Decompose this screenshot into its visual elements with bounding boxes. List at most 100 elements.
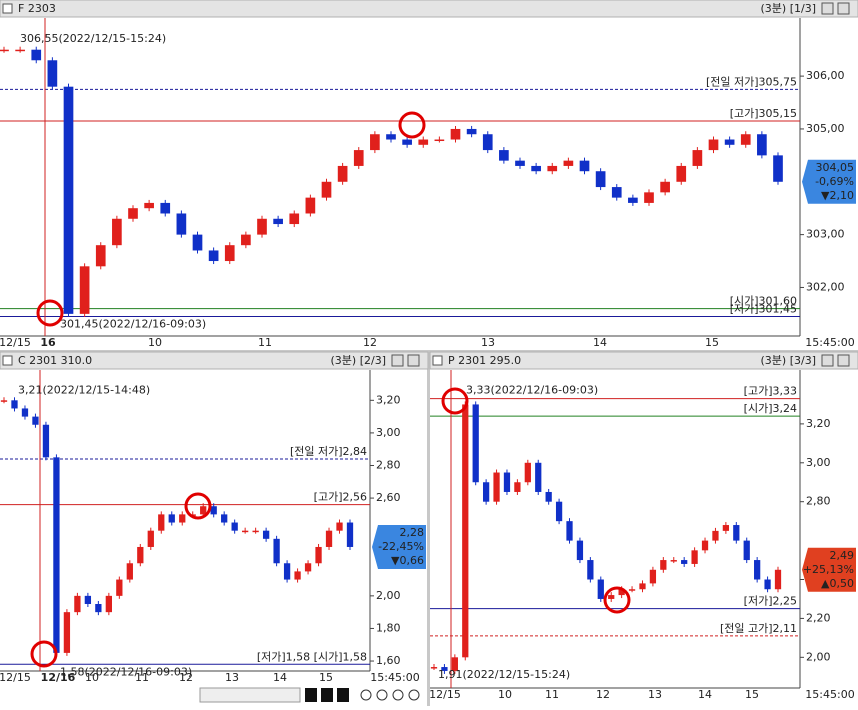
candle <box>21 408 29 417</box>
candle <box>353 150 364 166</box>
reference-label: [고가]305,15 <box>730 107 797 120</box>
zoom-reset[interactable] <box>392 689 404 701</box>
candle <box>304 563 312 572</box>
candle <box>346 522 354 547</box>
candle <box>545 491 552 502</box>
candle <box>0 400 8 402</box>
candle <box>531 165 541 172</box>
candle <box>514 482 521 492</box>
annotation: 1,58(2022/12/16-09:03) <box>60 665 192 678</box>
title-bar <box>0 0 858 18</box>
badge-text: ▼0,66 <box>391 554 424 567</box>
candle <box>370 134 380 151</box>
candle <box>597 579 604 599</box>
x-tick-label: 12/15 <box>0 671 31 684</box>
x-tick-label: 14 <box>593 336 607 349</box>
candle <box>11 400 18 409</box>
x-tick-label: 11 <box>135 671 149 684</box>
candle <box>462 404 469 658</box>
reference-label: [시가]3,24 <box>744 402 797 415</box>
reference-label: [전일 저가]2,84 <box>290 444 367 458</box>
candle <box>774 569 782 590</box>
x-tick-label: 10 <box>498 688 512 701</box>
y-tick-label: 2,00 <box>376 589 401 602</box>
candle <box>482 482 490 502</box>
badge-text: ▼2,10 <box>821 189 854 202</box>
candle <box>587 560 594 580</box>
scrollbar[interactable] <box>199 687 301 703</box>
badge-text: -0,69% <box>815 175 854 188</box>
window-icon <box>2 355 13 366</box>
candle <box>611 187 622 198</box>
candle <box>773 155 783 182</box>
button-prev[interactable] <box>305 688 317 702</box>
candle <box>252 530 259 533</box>
x-tick-label: 10 <box>85 671 99 684</box>
annotation: 1,91(2022/12/15-15:24) <box>438 668 570 681</box>
highlight-circle <box>441 387 469 415</box>
candle <box>639 583 646 590</box>
annotation: 3,33(2022/12/16-09:03) <box>466 384 598 397</box>
zoom-out[interactable] <box>376 689 388 701</box>
candle <box>681 560 688 564</box>
y-tick-label: 2,80 <box>806 495 831 508</box>
x-tick-label: 13 <box>648 688 662 701</box>
candle <box>402 139 412 145</box>
window-button[interactable] <box>837 2 850 15</box>
candle <box>743 540 750 561</box>
window-button[interactable] <box>821 354 834 367</box>
price-badge <box>802 547 856 592</box>
candle <box>608 595 615 599</box>
reference-label: [저가]1,58 [시가]1,58 <box>257 650 367 663</box>
y-tick-label: 2,80 <box>376 458 401 471</box>
zoom-fit[interactable] <box>408 689 420 701</box>
button-next[interactable] <box>337 688 349 702</box>
x-tick-label: 12 <box>179 671 193 684</box>
candle <box>337 165 348 182</box>
window-button[interactable] <box>391 354 404 367</box>
candle <box>493 472 500 502</box>
candle <box>450 128 461 140</box>
candle <box>231 522 238 531</box>
candle <box>63 612 71 653</box>
badge-text: -22,45% <box>378 540 424 553</box>
candle <box>112 218 122 246</box>
window-button[interactable] <box>821 2 834 15</box>
candle <box>764 579 771 590</box>
reference-label: [전일 저가]305,75 <box>706 74 797 88</box>
annotation: 3,21(2022/12/15-14:48) <box>18 384 150 397</box>
candle <box>660 560 667 570</box>
x-tick-label: 15:45:00 <box>370 671 419 684</box>
candle <box>294 571 301 580</box>
candle <box>708 139 719 151</box>
window-button[interactable] <box>837 354 850 367</box>
reference-label: [시가]301,60 <box>730 295 797 308</box>
candle <box>116 579 123 596</box>
candle <box>451 657 458 671</box>
reference-label: [고가]2,56 <box>314 491 367 504</box>
window-button[interactable] <box>407 354 420 367</box>
candle <box>242 530 249 533</box>
candle <box>579 160 590 172</box>
highlight-circle <box>603 586 631 614</box>
candle <box>42 424 50 458</box>
candle <box>74 595 81 613</box>
x-tick-label: 15 <box>745 688 759 701</box>
candle <box>566 521 573 541</box>
candle <box>273 538 280 564</box>
candle <box>712 530 719 541</box>
candle <box>262 530 270 539</box>
button-stop[interactable] <box>321 688 333 702</box>
candle <box>740 134 751 145</box>
x-tick-label: 13 <box>225 671 239 684</box>
candle <box>192 234 203 251</box>
y-tick-label: 2,20 <box>806 611 831 624</box>
y-tick-label: 2,00 <box>806 650 831 663</box>
badge-text: 2,49 <box>830 549 855 562</box>
x-tick-label: 11 <box>258 336 272 349</box>
highlight-circle <box>30 640 58 668</box>
title-bar <box>0 351 429 370</box>
candle <box>563 160 574 166</box>
annotation: 306,55(2022/12/15-15:24) <box>20 32 166 45</box>
zoom-in[interactable] <box>360 689 372 701</box>
